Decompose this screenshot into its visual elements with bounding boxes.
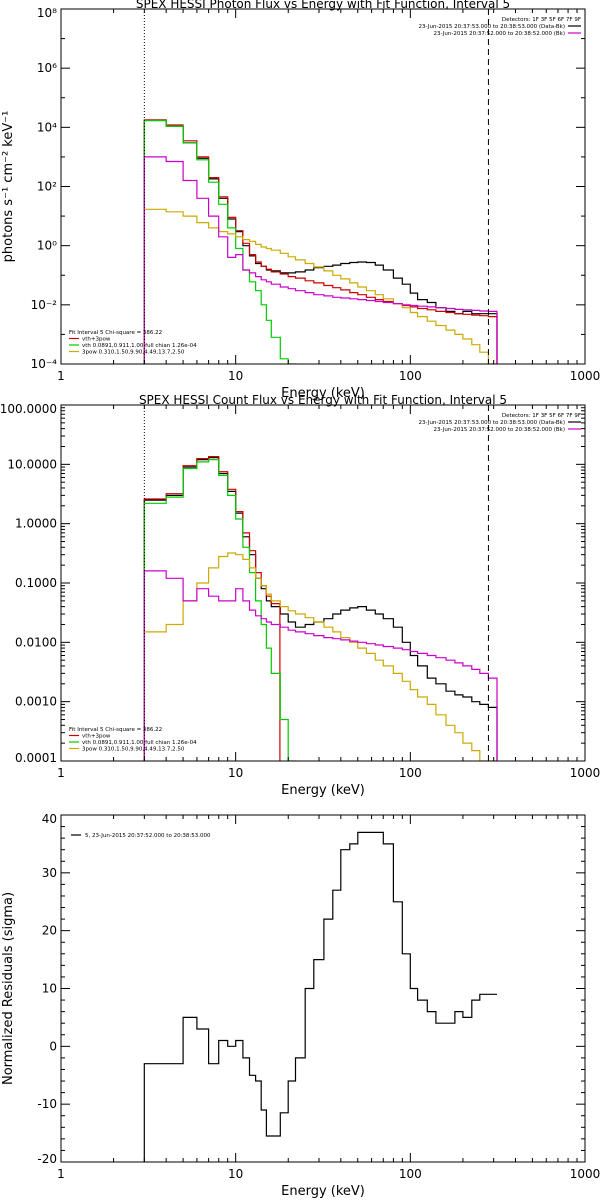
legend-entry: 23-Jun-2015 20:37:53.000 to 20:38:53.000… [419, 24, 565, 30]
y-tick-label: 100.0000 [0, 402, 57, 416]
x-tick-label: 1 [57, 766, 65, 780]
y-tick-label: 10⁰ [37, 239, 57, 253]
x-tick-label: 100 [399, 766, 422, 780]
y-tick-label: 40 [42, 812, 57, 826]
series-line-background [143, 156, 498, 364]
series-line-residuals [143, 831, 497, 1162]
x-tick-label: 1000 [570, 1167, 600, 1181]
y-tick-label: 10⁻⁴ [31, 357, 58, 371]
y-tick-label: 0.0010 [15, 695, 57, 709]
series-line-vth-3pow [143, 456, 281, 761]
x-tick-label: 1000 [570, 369, 600, 383]
plot-frame [60, 8, 586, 365]
x-tick-label: 10 [228, 766, 243, 780]
series-line-3pow [143, 552, 497, 761]
legend-entry: 23-Jun-2015 20:37:52.000 to 20:38:52.000… [433, 427, 565, 433]
chart-panel-1 [60, 404, 586, 762]
y-tick-label: 10⁸ [37, 6, 57, 20]
x-axis-label: Energy (keV) [281, 1184, 365, 1199]
y-tick-label: 0.0100 [15, 635, 57, 649]
chart-title: SPEX HESSI Photon Flux vs Energy with Fi… [136, 0, 510, 11]
y-axis-label: Normalized Residuals (sigma) [1, 892, 16, 1085]
plot-frame [60, 814, 586, 1163]
x-tick-label: 10 [228, 1167, 243, 1181]
y-tick-label: 10² [37, 180, 57, 194]
x-tick-label: 1 [57, 369, 65, 383]
y-tick-label: 0 [49, 1039, 57, 1053]
legend-entry: 23-Jun-2015 20:37:52.000 to 20:38:52.000… [433, 31, 565, 37]
x-tick-label: 100 [399, 369, 422, 383]
legend-header: Fit Interval 5 Chi-square = 386.22 [69, 727, 162, 733]
chart-panel-0 [60, 8, 586, 365]
y-tick-label: -20 [37, 1152, 57, 1166]
legend-header: Fit Interval 5 Chi-square = 386.22 [69, 330, 162, 336]
x-tick-label: 1000 [570, 766, 600, 780]
y-tick-label: 10⁶ [37, 61, 57, 75]
x-axis-label: Energy (keV) [281, 386, 365, 401]
series-line-background [143, 570, 498, 761]
legend-entry: 3pow 0.310,1.50,9.90,4.49,13.7,2.50 [82, 350, 185, 356]
y-tick-label: -10 [37, 1097, 57, 1111]
legend-entry: 23-Jun-2015 20:37:53.000 to 20:38:53.000… [419, 420, 565, 426]
legend-header: Detectors: 1F 3F 5F 6F 7F 9F [502, 413, 581, 419]
y-tick-label: 0.1000 [15, 576, 57, 590]
series-line-vth-3pow [143, 119, 498, 364]
legend-entry: vth 0.0891,0.911,1.00 full chian 1.26e-0… [82, 740, 197, 746]
series-group [143, 456, 498, 761]
chart-title: SPEX HESSI Count Flux vs Energy with Fit… [139, 393, 507, 407]
y-tick-label: 0.0001 [15, 751, 57, 765]
y-tick-label: 10 [42, 982, 57, 996]
y-tick-label: 10⁻² [31, 298, 58, 312]
series-line-vth [143, 119, 297, 364]
y-tick-label: 1.0000 [15, 517, 57, 531]
legend-entry: 5, 23-Jun-2015 20:37:52.000 to 20:38:53.… [85, 833, 211, 839]
plot-frame [60, 404, 586, 762]
series-line-3pow [143, 208, 497, 364]
y-tick-label: 10.0000 [7, 457, 57, 471]
y-tick-label: 20 [42, 924, 57, 938]
x-axis-label: Energy (keV) [281, 783, 365, 798]
x-tick-label: 1 [57, 1167, 65, 1181]
y-tick-label: 30 [42, 866, 57, 880]
y-tick-label: 10⁴ [37, 120, 57, 134]
legend-entry: vth+3pow [82, 337, 111, 343]
series-group [143, 831, 497, 1162]
y-axis-label: photons s⁻¹ cm⁻² keV⁻¹ [1, 111, 16, 263]
legend-header: Detectors: 1F 3F 5F 6F 7F 9F [502, 17, 581, 23]
series-line-data [143, 457, 498, 761]
chart-panel-2 [60, 814, 586, 1163]
legend-entry: vth 0.0891,0.911,1.00 full chian 1.26e-0… [82, 343, 197, 349]
series-line-vth [143, 459, 297, 761]
legend-entry: vth+3pow [82, 734, 111, 740]
x-tick-label: 100 [399, 1167, 422, 1181]
series-group [143, 119, 498, 364]
legend-entry: 3pow 0.310,1.50,9.90,4.49,13.7,2.50 [82, 747, 185, 753]
x-tick-label: 10 [228, 369, 243, 383]
